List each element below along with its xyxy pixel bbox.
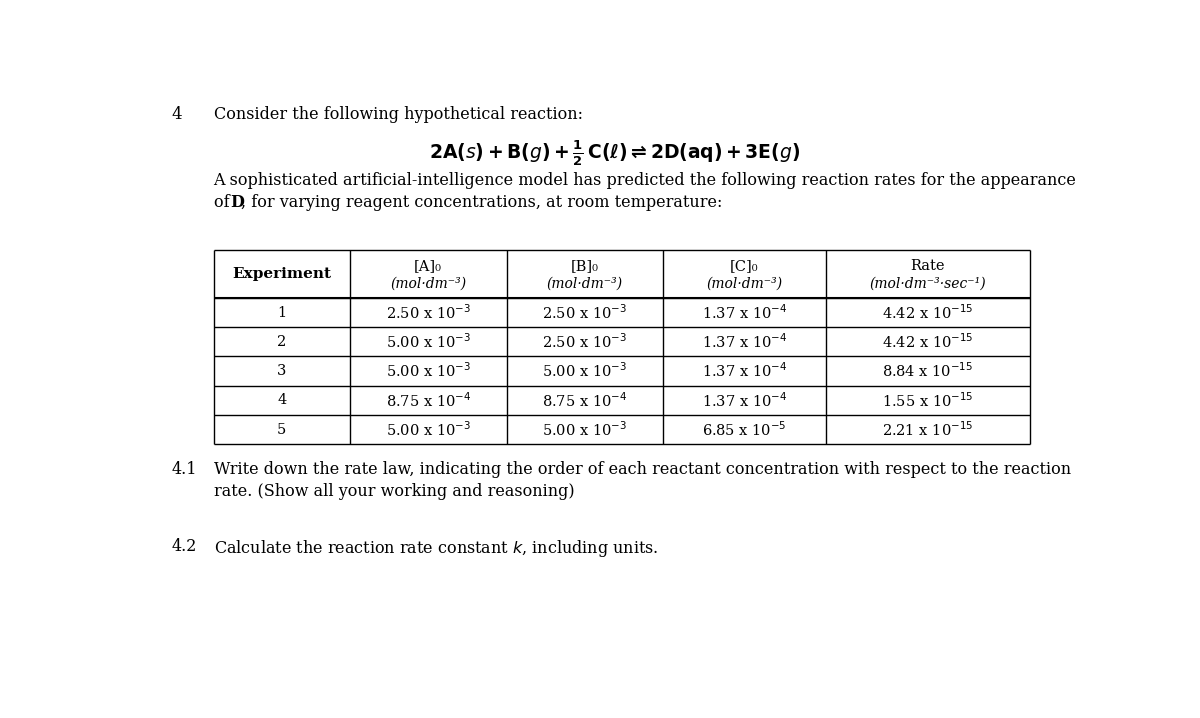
Text: (mol·dm⁻³): (mol·dm⁻³): [707, 277, 782, 291]
Text: 5.00 x 10$^{-3}$: 5.00 x 10$^{-3}$: [385, 420, 470, 439]
Text: rate. (Show all your working and reasoning): rate. (Show all your working and reasoni…: [214, 482, 574, 500]
Text: 4: 4: [172, 106, 182, 123]
Text: 5.00 x 10$^{-3}$: 5.00 x 10$^{-3}$: [542, 420, 628, 439]
Text: 6.85 x 10$^{-5}$: 6.85 x 10$^{-5}$: [702, 420, 787, 439]
Text: 1.37 x 10$^{-4}$: 1.37 x 10$^{-4}$: [702, 391, 787, 410]
Text: 4: 4: [277, 393, 287, 407]
Text: 3: 3: [277, 364, 287, 378]
Text: [A]₀: [A]₀: [414, 259, 443, 274]
Text: , for varying reagent concentrations, at room temperature:: , for varying reagent concentrations, at…: [241, 194, 722, 211]
Text: 4.42 x 10$^{-15}$: 4.42 x 10$^{-15}$: [882, 332, 973, 351]
Text: 1.37 x 10$^{-4}$: 1.37 x 10$^{-4}$: [702, 362, 787, 381]
Text: 5.00 x 10$^{-3}$: 5.00 x 10$^{-3}$: [542, 362, 628, 381]
Text: A sophisticated artificial-intelligence model has predicted the following reacti: A sophisticated artificial-intelligence …: [214, 172, 1076, 190]
Text: 4.1: 4.1: [172, 461, 197, 478]
Text: 2.50 x 10$^{-3}$: 2.50 x 10$^{-3}$: [542, 303, 628, 322]
Text: 8.75 x 10$^{-4}$: 8.75 x 10$^{-4}$: [542, 391, 628, 410]
Text: [C]₀: [C]₀: [730, 259, 758, 274]
Text: 1.55 x 10$^{-15}$: 1.55 x 10$^{-15}$: [882, 391, 973, 410]
Text: Calculate the reaction rate constant $k$, including units.: Calculate the reaction rate constant $k$…: [214, 538, 658, 559]
Text: 1.37 x 10$^{-4}$: 1.37 x 10$^{-4}$: [702, 303, 787, 322]
Text: 5.00 x 10$^{-3}$: 5.00 x 10$^{-3}$: [385, 362, 470, 381]
Text: 2.21 x 10$^{-15}$: 2.21 x 10$^{-15}$: [882, 420, 973, 439]
Text: Consider the following hypothetical reaction:: Consider the following hypothetical reac…: [214, 106, 582, 123]
Text: 5.00 x 10$^{-3}$: 5.00 x 10$^{-3}$: [385, 332, 470, 351]
Text: Experiment: Experiment: [233, 267, 331, 281]
Text: 1.37 x 10$^{-4}$: 1.37 x 10$^{-4}$: [702, 332, 787, 351]
Text: Rate: Rate: [911, 259, 944, 274]
Text: of: of: [214, 194, 234, 211]
Text: 8.84 x 10$^{-15}$: 8.84 x 10$^{-15}$: [882, 362, 973, 381]
Text: 1: 1: [277, 306, 287, 320]
Text: 5: 5: [277, 423, 287, 437]
Text: 2.50 x 10$^{-3}$: 2.50 x 10$^{-3}$: [385, 303, 470, 322]
Text: 4.42 x 10$^{-15}$: 4.42 x 10$^{-15}$: [882, 303, 973, 322]
Text: [B]₀: [B]₀: [571, 259, 599, 274]
Text: D: D: [230, 194, 245, 211]
Text: $\mathbf{2A(\mathit{s}) + B(\mathit{g}) + \frac{1}{2}\,C(\ell) \rightleftharpoon: $\mathbf{2A(\mathit{s}) + B(\mathit{g}) …: [430, 139, 800, 168]
Text: 2.50 x 10$^{-3}$: 2.50 x 10$^{-3}$: [542, 332, 628, 351]
Text: Write down the rate law, indicating the order of each reactant concentration wit: Write down the rate law, indicating the …: [214, 461, 1070, 478]
Text: 4.2: 4.2: [172, 538, 197, 555]
Text: (mol·dm⁻³): (mol·dm⁻³): [547, 277, 623, 291]
Text: 8.75 x 10$^{-4}$: 8.75 x 10$^{-4}$: [385, 391, 470, 410]
Text: (mol·dm⁻³·sec⁻¹): (mol·dm⁻³·sec⁻¹): [869, 277, 986, 291]
Text: 2: 2: [277, 335, 287, 349]
Text: (mol·dm⁻³): (mol·dm⁻³): [390, 277, 467, 291]
